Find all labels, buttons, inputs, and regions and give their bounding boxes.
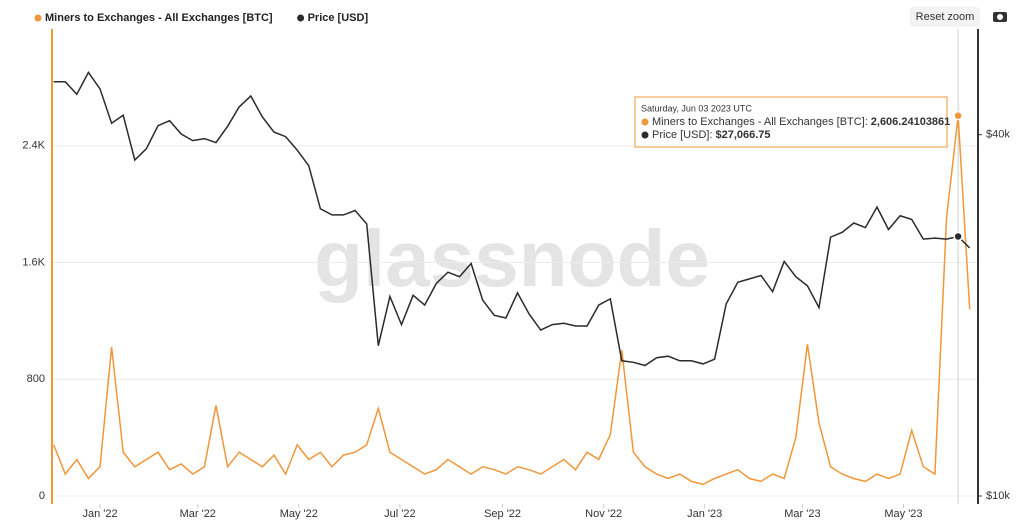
tooltip-marker xyxy=(641,118,649,126)
legend-label: Miners to Exchanges - All Exchanges [BTC… xyxy=(45,12,273,24)
watermark: glassnode xyxy=(314,214,710,303)
x-tick-label: Nov '22 xyxy=(585,508,622,520)
x-tick-label: Mar '23 xyxy=(784,508,820,520)
tooltip-marker xyxy=(641,131,649,139)
hover-point xyxy=(953,231,963,242)
y2-tick-label: $10k xyxy=(986,490,1010,502)
tooltip-box xyxy=(634,96,948,148)
tooltip-value: $27,066.75 xyxy=(715,129,770,141)
tooltip: Saturday, Jun 03 2023 UTC Miners to Excha… xyxy=(634,96,951,148)
camera-lens xyxy=(997,14,1003,20)
y-tick-label: 0 xyxy=(39,490,45,502)
series-line xyxy=(53,115,971,486)
series-line xyxy=(53,70,971,367)
tooltip-name: Miners to Exchanges - All Exchanges [BTC… xyxy=(652,116,865,128)
x-tick-label: Sep '22 xyxy=(484,508,521,520)
y-tick-label: 2.4K xyxy=(22,140,45,152)
x-tick-label: Jan '22 xyxy=(82,508,117,520)
tooltip-value: 2,606.24103861 xyxy=(871,116,951,128)
legend-marker xyxy=(297,14,305,22)
x-tick-label: Jul '22 xyxy=(384,508,415,520)
x-tick-label: Jan '23 xyxy=(687,508,722,520)
hover-point xyxy=(953,110,963,121)
legend-marker xyxy=(34,14,42,22)
tooltip-sep: : xyxy=(709,129,712,141)
x-tick-label: May '23 xyxy=(884,508,922,520)
reset-zoom-button[interactable]: Reset zoom xyxy=(910,7,980,27)
legend-label: Price [USD] xyxy=(308,12,369,24)
tooltip-sep: : xyxy=(865,116,868,128)
tooltip-title: Saturday, Jun 03 2023 UTC xyxy=(641,103,752,113)
y-tick-label: 800 xyxy=(27,373,45,385)
y-tick-label: 1.6K xyxy=(22,256,45,268)
tooltip-name: Price [USD] xyxy=(652,129,709,141)
x-tick-label: May '22 xyxy=(280,508,318,520)
x-tick-label: Mar '22 xyxy=(180,508,216,520)
y2-tick-label: $40k xyxy=(986,129,1010,141)
